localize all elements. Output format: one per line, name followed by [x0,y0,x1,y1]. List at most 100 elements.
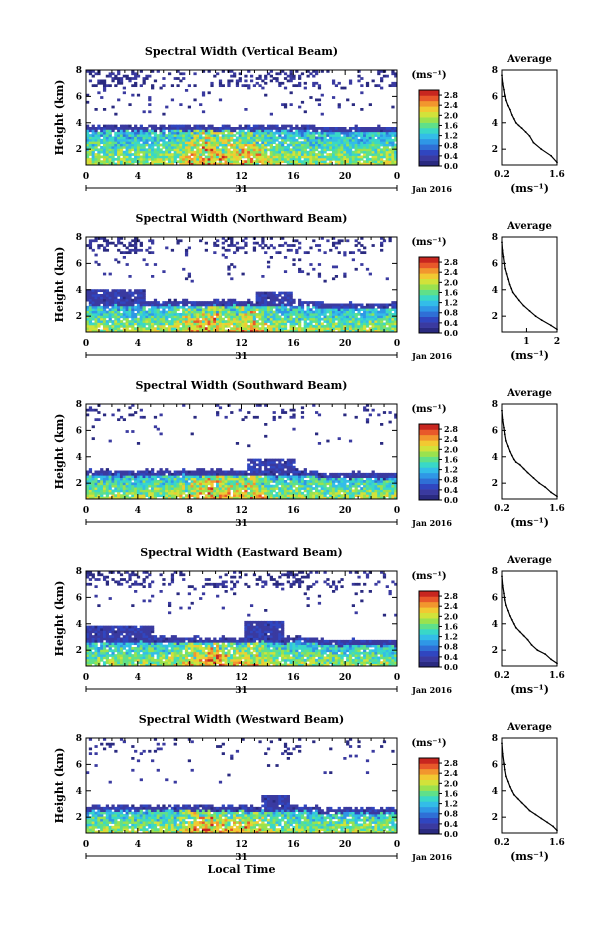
heatmap-cell [182,299,185,302]
heatmap-cell [182,492,185,495]
heatmap-cell [230,139,233,142]
heatmap-cell [318,151,321,154]
heatmap-cell [256,141,259,144]
heatmap-cell [349,132,352,135]
heatmap-cell [301,318,304,321]
heatmap-cell [210,129,213,132]
heatmap-cell [346,320,349,323]
heatmap-cell [106,129,109,132]
heatmap-cell [94,139,97,142]
heatmap-cell [191,315,194,318]
heatmap-cell [182,144,185,147]
heatmap-cell [196,473,199,476]
heatmap-cell [258,459,261,462]
heatmap-cell [321,323,324,326]
heatmap-cell [205,323,208,326]
heatmap-cell [309,146,312,149]
heatmap-cell [196,160,199,163]
heatmap-cell [250,306,253,309]
heatmap-cell [250,325,253,328]
heatmap-cell [168,137,171,140]
heatmap-cell [176,485,179,488]
heatmap-cell [202,151,205,154]
heatmap-cell [278,294,281,297]
heatmap-cell [227,490,230,493]
heatmap-cell [131,471,134,474]
heatmap-cell [103,301,106,304]
heatmap-cell [290,103,293,106]
heatmap-cell [346,144,349,147]
heatmap-cell [162,308,165,311]
heatmap-cell [205,249,208,252]
heatmap-cell [357,151,360,154]
heatmap-cell [312,156,315,159]
heatmap-cell [145,160,148,163]
heatmap-cell [162,125,165,128]
heatmap-cell [261,478,264,481]
heatmap-cell [205,148,208,151]
heatmap-cell [193,315,196,318]
heatmap-cell [366,141,369,144]
heatmap-cell [335,266,338,269]
heatmap-cell [205,490,208,493]
heatmap-cell [281,139,284,142]
heatmap-cell [145,475,148,478]
heatmap-cell [208,148,211,151]
heatmap-cell [366,151,369,154]
heatmap-cell [284,327,287,330]
heatmap-cell [111,492,114,495]
heatmap-cell [106,323,109,326]
heatmap-cell [236,139,239,142]
heatmap-cell [162,132,165,135]
heatmap-cell [321,308,324,311]
heatmap-cell [120,475,123,478]
heatmap-cell [225,156,228,159]
heatmap-cell [174,299,177,302]
heatmap-cell [236,320,239,323]
panel-title: Spectral Width (Northward Beam) [136,212,348,225]
heatmap-cell [236,141,239,144]
heatmap-cell [193,141,196,144]
heatmap-cell [106,156,109,159]
heatmap-cell [391,146,394,149]
heatmap-cell [182,490,185,493]
average-profile-point [504,263,506,265]
heatmap-cell [275,144,278,147]
heatmap-cell [210,125,213,128]
heatmap-cell [338,137,341,140]
heatmap-cell [284,153,287,156]
heatmap-cell [210,148,213,151]
heatmap-cell [236,306,239,309]
heatmap-cell [196,471,199,474]
heatmap-cell [264,127,267,130]
heatmap-cell [128,308,131,311]
heatmap-cell [143,82,146,85]
heatmap-cell [193,471,196,474]
heatmap-cell [106,478,109,481]
heatmap-cell [202,125,205,128]
heatmap-cell [290,153,293,156]
heatmap-cell [165,490,168,493]
heatmap-cell [145,144,148,147]
heatmap-cell [363,311,366,314]
heatmap-cell [352,158,355,161]
heatmap-cell [304,313,307,316]
heatmap-cell [278,153,281,156]
heatmap-cell [380,148,383,151]
heatmap-cell [168,125,171,128]
heatmap-cell [126,313,129,316]
heatmap-cell [134,75,137,78]
heatmap-cell [242,301,245,304]
heatmap-cell [128,325,131,328]
heatmap-cell [295,482,298,485]
heatmap-cell [222,325,225,328]
heatmap-cell [103,475,106,478]
heatmap-cell [92,125,95,128]
heatmap-cell [137,323,140,326]
heatmap-cell [284,480,287,483]
heatmap-cell [216,492,219,495]
heatmap-cell [162,156,165,159]
heatmap-cell [287,144,290,147]
heatmap-cell [380,158,383,161]
heatmap-cell [242,304,245,307]
